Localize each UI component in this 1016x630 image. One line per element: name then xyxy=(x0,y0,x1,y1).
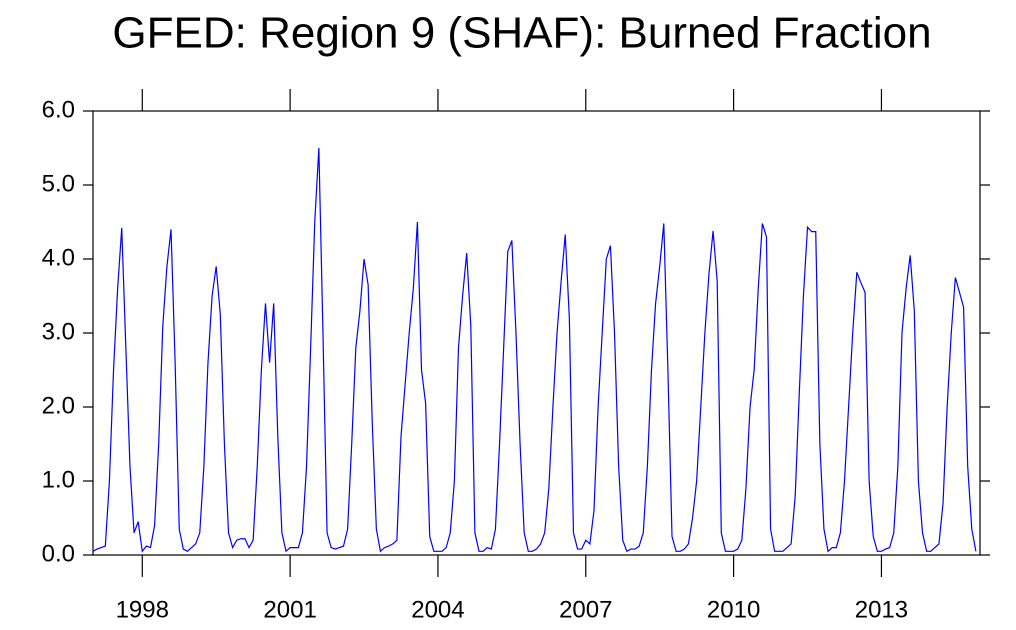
x-tick-label: 1998 xyxy=(116,596,169,623)
y-tick-label: 4.0 xyxy=(42,244,75,271)
y-tick-label: 5.0 xyxy=(42,170,75,197)
x-tick-label: 2004 xyxy=(411,596,464,623)
x-tick-label: 2010 xyxy=(707,596,760,623)
x-tick-label: 2007 xyxy=(559,596,612,623)
y-tick-label: 0.0 xyxy=(42,540,75,567)
y-tick-label: 2.0 xyxy=(42,392,75,419)
data-line xyxy=(92,147,977,553)
chart-title: GFED: Region 9 (SHAF): Burned Fraction xyxy=(112,9,931,58)
y-tick-label: 6.0 xyxy=(42,96,75,123)
x-tick-label: 2001 xyxy=(263,596,316,623)
x-tick-label: 2013 xyxy=(855,596,908,623)
y-tick-label: 3.0 xyxy=(42,318,75,345)
y-tick-label: 1.0 xyxy=(42,466,75,493)
